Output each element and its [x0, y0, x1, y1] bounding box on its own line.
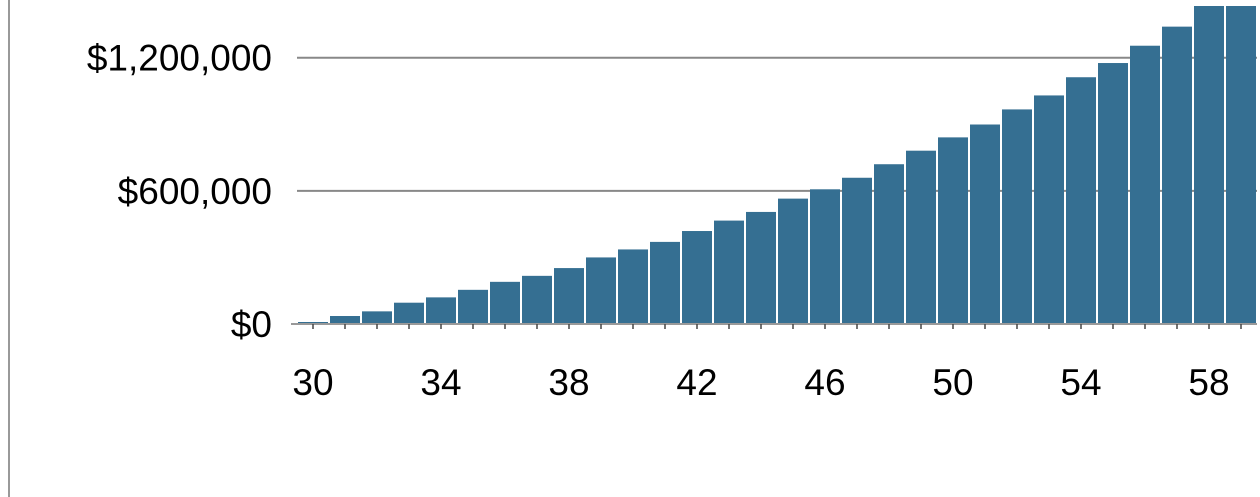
x-tick-label: 46 [804, 362, 845, 403]
x-tick-label: 50 [932, 362, 973, 403]
gridlines [297, 56, 1257, 192]
y-tick-label: $0 [231, 304, 272, 345]
bar-40 [618, 249, 648, 324]
bar-48 [874, 164, 904, 324]
x-tick-label: 34 [420, 362, 461, 403]
x-tick-label: 42 [676, 362, 717, 403]
bar-38 [554, 268, 584, 324]
bar-53 [1034, 95, 1064, 324]
bar-59 [1226, 6, 1256, 324]
bar-56 [1130, 45, 1160, 324]
axes [8, 0, 1257, 497]
x-tick-label: 30 [292, 362, 333, 403]
x-tick-label: 38 [548, 362, 589, 403]
bar-34 [426, 297, 456, 324]
bar-52 [1002, 109, 1032, 324]
bar-36 [490, 281, 520, 324]
bar-41 [650, 241, 680, 324]
bar-45 [778, 198, 808, 324]
y-axis-ticks: $0 $600,000 $1,200,000 [87, 38, 272, 345]
bar-49 [906, 150, 936, 324]
bar-46 [810, 189, 840, 324]
bar-35 [458, 289, 488, 324]
bar-39 [586, 257, 616, 324]
bar-58 [1194, 6, 1224, 324]
bar-32 [362, 311, 392, 324]
bar-31 [330, 316, 360, 324]
bar-47 [842, 177, 872, 324]
bar-42 [682, 231, 712, 324]
x-tick-label: 58 [1188, 362, 1229, 403]
y-tick-label: $600,000 [118, 171, 272, 212]
bar-43 [714, 220, 744, 324]
bar-33 [394, 302, 424, 324]
bar-54 [1066, 77, 1096, 325]
x-tick-label: 54 [1060, 362, 1101, 403]
bars [298, 6, 1256, 325]
bar-57 [1162, 26, 1192, 325]
bar-44 [746, 211, 776, 324]
bar-51 [970, 124, 1000, 325]
x-axis-ticks: 30 34 38 42 46 50 54 58 [292, 324, 1242, 403]
bar-50 [938, 137, 968, 324]
bar-37 [522, 275, 552, 324]
bar-55 [1098, 63, 1128, 324]
y-tick-label: $1,200,000 [87, 38, 272, 79]
